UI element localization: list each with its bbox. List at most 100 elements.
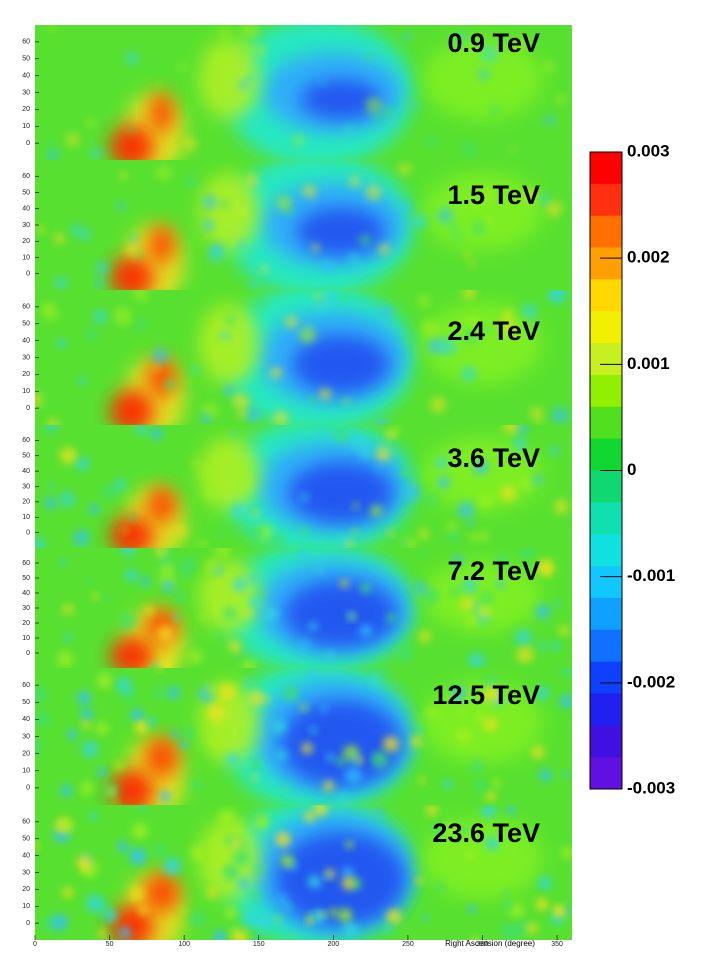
sky-speck: [549, 290, 565, 301]
sky-map-panel: [35, 425, 572, 548]
sky-speck: [51, 914, 68, 931]
sky-speck: [281, 786, 289, 793]
sky-speck: [292, 134, 304, 147]
sky-speck: [149, 427, 163, 441]
sky-speck: [89, 812, 98, 821]
sky-speck: [397, 645, 415, 663]
sky-speck: [103, 593, 111, 602]
sky-speck: [298, 326, 316, 344]
sky-speck: [459, 825, 469, 835]
sky-speck: [462, 578, 478, 594]
sky-speck: [532, 474, 543, 485]
sky-speck: [551, 406, 569, 424]
sky-speck: [156, 625, 174, 643]
colorbar-band: [590, 438, 622, 471]
sky-speck: [319, 387, 332, 401]
sky-speck: [156, 668, 163, 672]
y-tick-label: 50: [22, 189, 30, 196]
sky-speck: [66, 132, 80, 147]
sky-speck: [465, 613, 479, 628]
y-tick-label: 30: [22, 869, 30, 876]
sky-speck: [499, 484, 517, 502]
sky-speck: [138, 905, 148, 915]
sky-speck: [285, 903, 292, 911]
map-body: [35, 668, 572, 805]
sky-speck: [452, 555, 464, 567]
sky-speck: [474, 778, 488, 792]
y-tick-label: 40: [22, 206, 30, 213]
sky-speck: [420, 549, 428, 556]
sky-speck: [134, 318, 148, 331]
sky-speck: [119, 926, 132, 939]
sky-speck: [182, 726, 195, 739]
sky-speck: [231, 838, 242, 850]
sky-speck: [257, 300, 268, 311]
sky-blob: [109, 904, 154, 940]
sky-speck: [359, 445, 373, 459]
sky-blob: [109, 256, 154, 290]
sky-speck: [345, 840, 354, 849]
sky-speck: [535, 604, 551, 620]
sky-speck: [47, 482, 55, 490]
sky-speck: [207, 246, 224, 263]
sky-blob: [149, 92, 174, 133]
sky-speck: [436, 207, 454, 224]
sky-speck: [245, 73, 255, 82]
sky-speck: [358, 233, 372, 246]
sky-speck: [359, 623, 373, 638]
sky-speck: [254, 814, 270, 830]
sky-speck: [478, 604, 490, 615]
y-tick-label: 0: [26, 271, 30, 278]
sky-speck: [455, 32, 467, 44]
sky-speck: [496, 553, 510, 567]
sky-speck: [460, 365, 477, 382]
sky-speck: [203, 488, 215, 499]
sky-speck: [60, 819, 73, 832]
sky-speck: [524, 189, 538, 203]
sky-speck: [481, 591, 494, 605]
sky-speck: [95, 721, 109, 735]
sky-speck: [319, 911, 326, 918]
sky-speck: [244, 406, 261, 423]
sky-speck: [386, 613, 396, 623]
sky-speck: [278, 895, 288, 905]
y-tick-label: 60: [22, 437, 30, 444]
map-body: [35, 548, 572, 668]
sky-speck: [184, 175, 199, 190]
sky-speck: [36, 225, 45, 234]
sky-speck: [124, 568, 139, 583]
sky-blob: [279, 699, 402, 787]
x-tick-label: 50: [106, 941, 114, 948]
sky-blob: [198, 173, 259, 251]
sky-speck: [107, 788, 115, 796]
sky-speck: [545, 200, 563, 218]
sky-speck: [43, 496, 57, 510]
sky-speck: [352, 502, 359, 510]
sky-speck: [322, 780, 335, 792]
sky-speck: [502, 309, 514, 321]
sky-speck: [535, 686, 550, 701]
colorbar-tick-label: 0.003: [627, 141, 670, 160]
y-tick-label: 50: [22, 699, 30, 706]
sky-speck: [228, 640, 241, 653]
y-tick-label: 10: [22, 768, 30, 775]
sky-speck: [66, 729, 78, 740]
sky-speck: [215, 548, 231, 558]
sky-speck: [159, 790, 171, 802]
sky-blob: [148, 225, 175, 264]
sky-speck: [463, 328, 479, 344]
sky-speck: [549, 446, 560, 456]
y-tick-label: 50: [22, 836, 30, 843]
sky-speck: [251, 774, 259, 782]
sky-speck: [553, 499, 569, 514]
x-tick-label: 200: [327, 941, 339, 948]
sky-speck: [237, 410, 247, 419]
sky-speck: [127, 513, 137, 522]
sky-speck: [462, 290, 477, 300]
sky-speck: [167, 686, 180, 700]
sky-speck: [435, 456, 448, 470]
sky-speck: [352, 668, 360, 672]
sky-speck: [77, 376, 87, 386]
sky-speck: [76, 690, 91, 705]
colorbar-tick-label: 0: [627, 460, 636, 479]
